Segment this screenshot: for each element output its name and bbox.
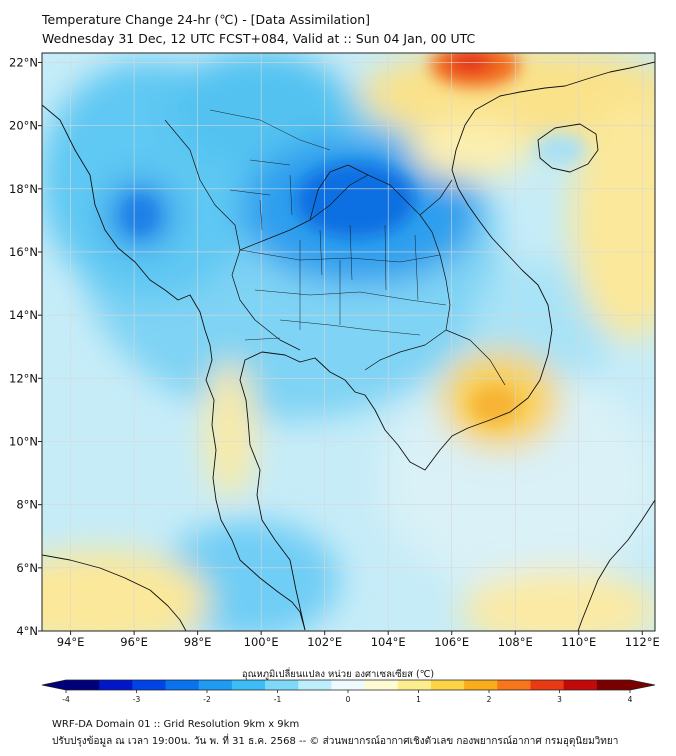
lat-tick-label: 18°N (9, 182, 38, 196)
colorbar-swatch (132, 680, 167, 690)
map-title: Temperature Change 24-hr (℃) - [Data Ass… (42, 12, 371, 27)
credit-line: ปรับปรุงข้อมูล ณ เวลา 19:00น. วัน พ. ที่… (52, 736, 619, 747)
colorbar-swatch (165, 680, 200, 690)
lon-tick-label: 104°E (371, 635, 406, 649)
colorbar-label: อุณหภูมิเปลี่ยนแปลง หน่วย องศาเซลเซียส (… (241, 669, 435, 680)
colorbar-tick-label: -4 (62, 695, 70, 704)
colorbar-tick-label: -3 (133, 695, 141, 704)
province-borders (209, 109, 447, 341)
coastlines-and-borders (42, 61, 655, 631)
colorbar-swatch (596, 680, 631, 690)
lat-tick-label: 20°N (9, 119, 38, 133)
map-frame (41, 52, 656, 632)
colorbar-swatch (397, 680, 432, 690)
colorbar-tick-label: 2 (487, 695, 492, 704)
colorbar-tick-label: -2 (203, 695, 211, 704)
cool-zone-north (170, 53, 350, 170)
lon-tick-label: 94°E (57, 635, 85, 649)
cool-hainan (535, 135, 585, 165)
colorbar-swatch (530, 680, 565, 690)
warm-zone-sw-corner (460, 570, 655, 631)
lon-tick-label: 98°E (184, 635, 212, 649)
lat-tick-label: 10°N (9, 434, 38, 448)
colorbar-tick-label: 4 (628, 695, 633, 704)
lon-tick-label: 100°E (244, 635, 279, 649)
lat-tick-label: 12°N (9, 371, 38, 385)
colorbar-ticks: -4 -3 -2 -1 0 1 2 3 4 (62, 690, 633, 704)
lon-tick-label: 106°E (434, 635, 469, 649)
colorbar-segments (41, 679, 656, 691)
hainan-island (537, 123, 599, 173)
lon-tick-label: 102°E (307, 635, 342, 649)
lon-tick-label: 112°E (625, 635, 660, 649)
hot-zone-ne-core (448, 53, 492, 72)
colorbar-tick-label: 1 (416, 695, 421, 704)
lat-tick-label: 14°N (9, 308, 38, 322)
deep-cold-core (295, 162, 415, 238)
warm-zone-strip (205, 360, 255, 500)
lon-tick-label: 96°E (120, 635, 148, 649)
colorbar-swatch (198, 680, 233, 690)
colorbar-max-arrow (630, 680, 655, 690)
axis-ticks (38, 61, 643, 635)
plot-area: 94°E 96°E 98°E 100°E 102°E 104°E 106°E 108°E 110… (9, 52, 660, 649)
lat-tick-label: 16°N (9, 245, 38, 259)
lat-tick-label: 6°N (16, 561, 38, 575)
warm-zone-mid (410, 120, 530, 180)
colorbar-swatch (331, 680, 366, 690)
colorbar-swatch (497, 680, 531, 690)
colorbar-tick-label: 0 (346, 695, 351, 704)
model-info: WRF-DA Domain 01 :: Grid Resolution 9km … (52, 719, 300, 730)
lat-tick-label: 4°N (16, 624, 38, 638)
colorbar-swatch (231, 680, 266, 690)
colorbar-swatch (66, 680, 100, 690)
colorbar-swatch (298, 680, 332, 690)
latitude-labels: 22°N 20°N 18°N 16°N 14°N 12°N 10°N 8°N 6°N 4°N (9, 55, 38, 638)
colorbar-tick-label: -1 (274, 695, 282, 704)
lon-tick-label: 110°E (561, 635, 596, 649)
colorbar-swatch (563, 680, 598, 690)
gulf-coastline (239, 61, 655, 631)
warm-zone-vn-core (470, 385, 520, 425)
borneo-coastline (577, 499, 655, 631)
sumatra-coastline (42, 554, 187, 631)
colorbar-swatch (265, 680, 299, 690)
colorbar-tick-label: 3 (557, 695, 562, 704)
deep-cold-west (122, 195, 158, 235)
colorbar-swatch (99, 680, 133, 690)
colorbar: -4 -3 -2 -1 0 1 2 3 4 (41, 679, 656, 704)
colorbar-swatch (464, 680, 498, 690)
colorbar-swatch (364, 680, 399, 690)
lat-tick-label: 8°N (16, 498, 38, 512)
colorbar-min-arrow (42, 680, 66, 690)
map-subtitle: Wednesday 31 Dec, 12 UTC FCST+084, Valid… (42, 31, 476, 46)
lon-tick-label: 108°E (498, 635, 533, 649)
warm-zone-ne (360, 53, 655, 145)
longitude-labels: 94°E 96°E 98°E 100°E 102°E 104°E 106°E 108°E 110… (57, 635, 660, 649)
lat-tick-label: 22°N (9, 55, 38, 69)
warm-zone-south-west (42, 550, 210, 631)
colorbar-swatch (430, 680, 465, 690)
mainland-coastline (42, 104, 306, 631)
